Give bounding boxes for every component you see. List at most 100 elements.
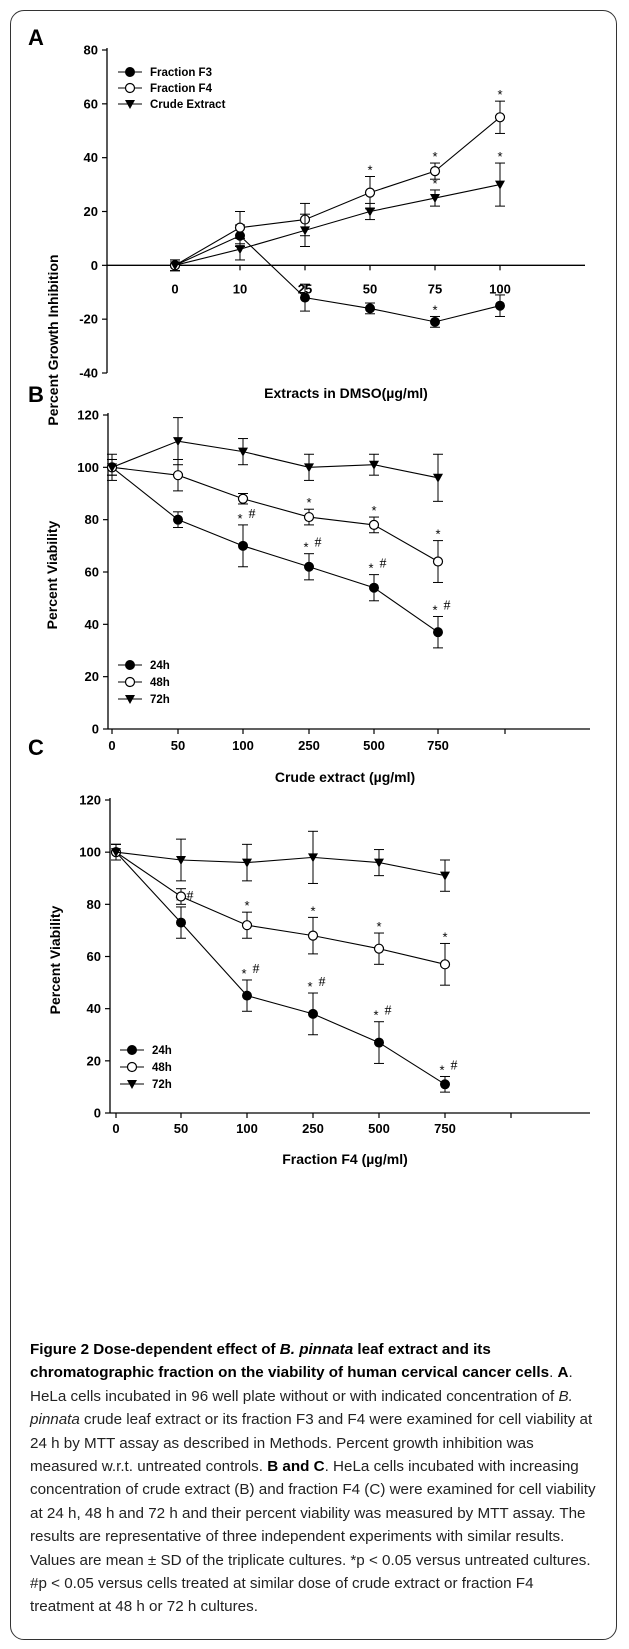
data-point (495, 180, 505, 190)
legend-label: Fraction F4 (150, 83, 213, 95)
y-tick-label: 120 (79, 793, 101, 808)
significance-star: * (376, 919, 381, 934)
data-point (494, 112, 506, 123)
y-tick-label: 20 (85, 669, 99, 684)
data-point (432, 556, 444, 567)
caption-text: B. pinnata (280, 1341, 353, 1358)
data-point (430, 316, 440, 327)
data-point (107, 463, 117, 473)
x-tick-label: 750 (427, 738, 449, 753)
x-tick-label: 500 (368, 1121, 390, 1136)
series-fraction-f4: *** (169, 87, 506, 272)
y-tick-label: -20 (79, 312, 98, 327)
data-point (364, 187, 376, 198)
series-fraction-f3: * (170, 224, 505, 328)
legend: 24h 48h 72h (120, 1045, 172, 1091)
y-tick-label: 40 (84, 150, 98, 165)
significance-star: * (439, 1062, 444, 1077)
data-point (429, 166, 441, 177)
data-point (173, 437, 183, 447)
data-point (373, 943, 385, 954)
series-line (111, 466, 439, 633)
caption-text: B. pinnata (30, 1387, 573, 1429)
data-point (369, 460, 379, 470)
legend-marker (126, 1061, 138, 1073)
data-point (172, 470, 184, 481)
data-point (433, 473, 443, 483)
data-point (175, 891, 187, 902)
series-72h (111, 830, 450, 892)
y-tick-label: -40 (79, 366, 98, 381)
significance-hash: # (380, 557, 387, 572)
significance-star: * (310, 903, 315, 918)
panel-letter: C (28, 735, 44, 760)
data-point (430, 194, 440, 204)
series-line (115, 851, 446, 877)
data-point (238, 540, 248, 551)
x-axis-title: Crude extract (µg/ml) (275, 769, 415, 785)
y-tick-label: 60 (85, 565, 99, 580)
series-crude-extract: ** (170, 149, 505, 272)
data-point (234, 222, 246, 233)
series-line (111, 466, 439, 563)
significance-star: * (307, 979, 312, 994)
significance-star: * (244, 898, 249, 913)
data-point (440, 1079, 450, 1090)
y-tick-label: 100 (77, 460, 99, 475)
data-point (365, 207, 375, 217)
caption-text: A (557, 1364, 569, 1382)
x-tick-label: 0 (171, 281, 178, 296)
x-tick-label: 100 (232, 738, 254, 753)
significance-star: * (432, 176, 437, 191)
legend: 24h 48h 72h (118, 660, 170, 706)
x-tick-label: 500 (363, 738, 385, 753)
panel-letter: A (28, 25, 44, 50)
y-axis-title: Percent Growth Inhibition (45, 254, 61, 425)
legend-marker (125, 695, 135, 704)
caption-text: . HeLa cells incubated with increasing c… (30, 1458, 596, 1616)
legend-marker (125, 100, 135, 109)
y-tick-label: 120 (77, 408, 99, 423)
x-tick-label: 50 (174, 1121, 188, 1136)
legend-marker (124, 82, 136, 94)
significance-star: * (432, 302, 437, 317)
x-tick-label: 250 (302, 1121, 324, 1136)
significance-star: * (497, 149, 502, 164)
y-tick-label: 20 (84, 204, 98, 219)
series-line (111, 440, 439, 479)
data-point (300, 226, 310, 236)
legend-label: 24h (152, 1045, 172, 1057)
significance-star: * (373, 1008, 378, 1023)
significance-star: * (435, 527, 440, 542)
y-tick-label: 60 (87, 949, 101, 964)
significance-hash: # (315, 536, 322, 551)
x-tick-label: 50 (363, 281, 377, 296)
series-48h: * * * * (110, 843, 451, 986)
caption-text: . HeLa cells incubated in 96 well plate … (30, 1364, 573, 1405)
y-tick-label: 0 (91, 258, 98, 273)
data-point (111, 848, 121, 858)
data-point (304, 561, 314, 572)
significance-star: * (371, 503, 376, 518)
data-point (440, 871, 450, 881)
y-tick-label: 80 (87, 897, 101, 912)
legend-marker (127, 1045, 137, 1055)
data-point (303, 511, 315, 523)
significance-hash: # (187, 889, 194, 904)
figure-frame (10, 10, 617, 1640)
data-point (365, 303, 375, 314)
series-72h (107, 417, 443, 502)
x-tick-label: 10 (233, 281, 247, 296)
legend-marker (125, 660, 135, 670)
data-point (439, 959, 451, 970)
y-tick-label: 0 (94, 1106, 101, 1121)
caption-text: Figure 2 Dose-dependent effect of (30, 1341, 280, 1358)
panel-letter: B (28, 382, 44, 407)
x-axis-title: Fraction F4 (µg/ml) (282, 1151, 408, 1167)
data-point (300, 292, 310, 303)
x-axis-title: Extracts in DMSO(µg/ml) (264, 385, 428, 401)
legend-marker (125, 67, 135, 77)
data-point (369, 582, 379, 593)
